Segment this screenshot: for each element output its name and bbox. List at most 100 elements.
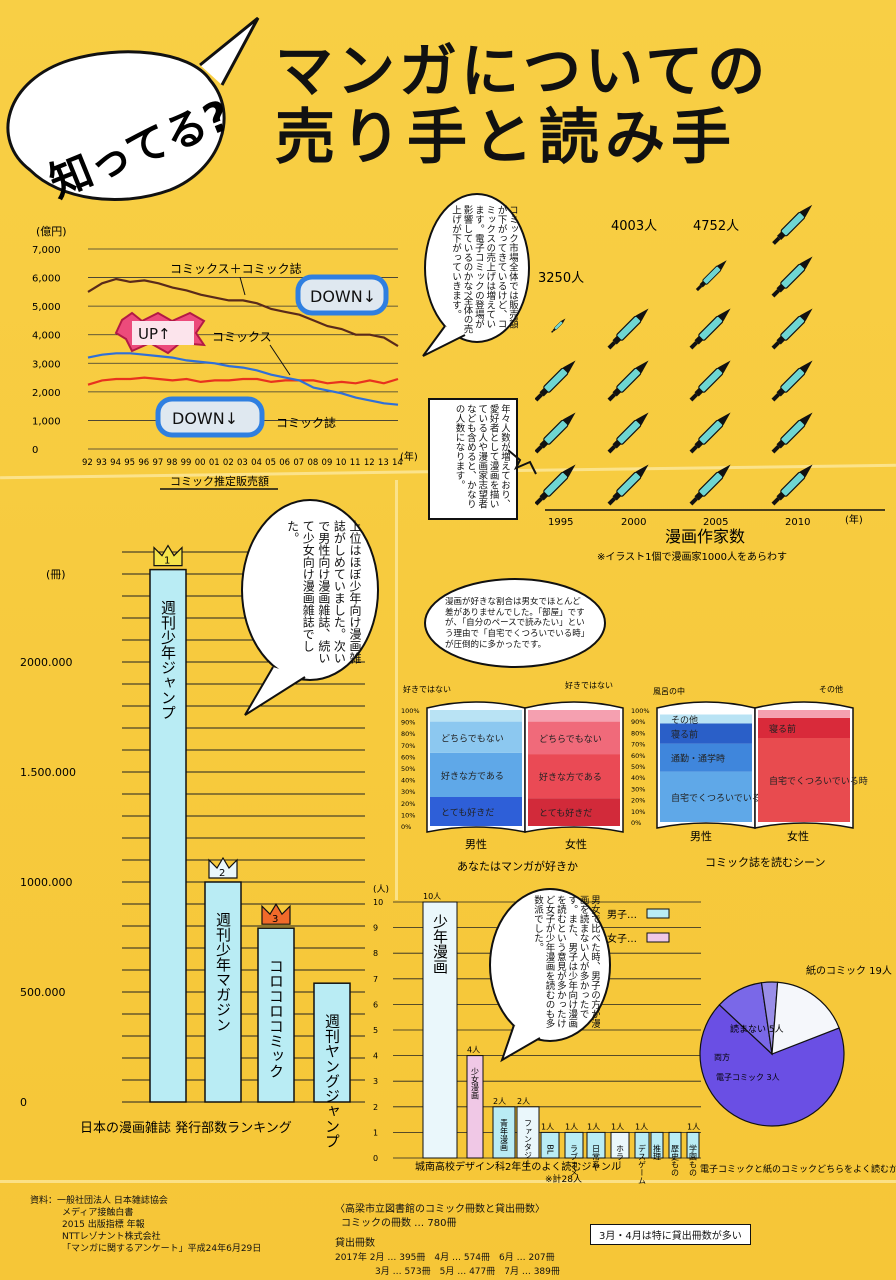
genre-count: 4人 [467, 1046, 480, 1055]
genre-label: 少女漫画 [471, 1068, 480, 1101]
genre-count: 10人 [423, 892, 441, 901]
genre-label: ファンタジー [524, 1119, 533, 1167]
pen-icon [689, 360, 731, 402]
x-tick-label: 02 [223, 458, 234, 468]
market-year-unit: (年) [400, 450, 418, 463]
pie-slice [699, 1004, 845, 1127]
rank-crown-icon [208, 856, 238, 879]
genre-label: 推理 [653, 1143, 662, 1160]
like-girl-label: 女性 [565, 837, 587, 851]
stack-segment [758, 738, 850, 822]
creators-note-box [428, 398, 518, 520]
y-tick-label: 7,000 [32, 245, 61, 256]
x-tick-label: 93 [96, 458, 107, 468]
scene-caption: コミック誌を読むシーン [705, 855, 825, 869]
pen-icon [535, 360, 576, 402]
genre-label: 日常系 [592, 1144, 601, 1168]
genre-label: 学園もの [689, 1143, 698, 1176]
percent-tick: 0% [631, 819, 641, 827]
pen-icon [607, 412, 649, 454]
like-note: 漫画が好きな割合は男女でほとんど差がありませんでした。「部屋」ですが、「自分のペ… [445, 597, 585, 650]
y-tick-label: 0 [20, 1096, 27, 1109]
genre-bar [634, 1131, 650, 1159]
magazine-label: 週刊少年マガジン [214, 912, 232, 1032]
up-badge: UP↑ [138, 325, 171, 343]
creators-title: 漫画作家数 [665, 527, 745, 546]
scene-girl-label: 女性 [787, 829, 809, 843]
x-tick-label: 97 [152, 458, 163, 468]
creator-count-label: 4003人 [611, 219, 657, 234]
creators-chart: 3250人 1995 4003人 2000 4752人 2005 5976人 2010 (年)… [535, 180, 885, 563]
genre-label: ラブコメ [570, 1144, 579, 1176]
segment-label: 好きな方である [441, 770, 504, 782]
genre-bar [422, 901, 458, 1159]
down-badge-1: DOWN↓ [310, 287, 376, 306]
library-loans-row2: 3月 … 573冊 5月 … 477冊 7月 … 389冊 [375, 1267, 560, 1277]
genre-label: デスゲーム [638, 1143, 647, 1184]
x-tick-label: 98 [167, 458, 178, 468]
pie-label: 紙のコミック 19人 [806, 964, 892, 977]
like-boy-label: 男性 [465, 837, 487, 851]
y-tick-label: 0 [373, 1154, 378, 1163]
y-tick-label: 0 [32, 445, 38, 456]
stack-segment [660, 723, 752, 744]
y-tick-label: 5 [373, 1026, 378, 1035]
y-tick-label: 1.500.000 [20, 766, 76, 779]
sources: 資料：一般社団法人 日本雑誌協会 メディア接触白書 2015 出版指標 年報 N… [30, 1195, 310, 1255]
y-tick-label: 2,000 [32, 388, 61, 399]
pen-icon [689, 308, 731, 350]
percent-tick: 50% [401, 765, 415, 773]
genre-count: 1人 [611, 1122, 624, 1131]
magazine-bar [313, 982, 351, 1103]
magazine-chart: (冊) 2000.000 1.500.000 1000.000 500.000 0 週刊… [20, 544, 365, 1148]
genre-count: 1人 [587, 1122, 600, 1131]
percent-tick: 0% [401, 823, 411, 831]
series-line-1 [87, 277, 399, 348]
magazine-label: 週刊ヤングジャンプ [323, 1013, 341, 1148]
magazine-bar [257, 927, 295, 1103]
segment-label: とても好きだ [539, 807, 592, 819]
creator-count-label: 3250人 [538, 271, 584, 286]
market-chart: (億円) (年) 7,000 6,000 5,000 4,000 3,000 2,000 1… [32, 225, 418, 490]
x-tick-label: 06 [279, 458, 290, 468]
percent-tick: 80% [631, 729, 645, 737]
genre-label: 少年漫画 [431, 914, 449, 974]
percent-tick: 40% [401, 777, 415, 785]
magazine-bar [149, 568, 187, 1103]
percent-tick: 70% [401, 742, 415, 750]
school-unit: (人) [373, 884, 389, 895]
series-line-2 [87, 376, 399, 386]
school-note-bubble [489, 888, 611, 1063]
creator-count-label: 5976人 [775, 180, 821, 182]
segment-label: 通勤・通学時 [671, 753, 725, 765]
pen-icon [771, 412, 813, 454]
pen-icon [689, 464, 731, 506]
x-tick-label: 13 [378, 458, 389, 468]
x-tick-label: 96 [138, 458, 149, 468]
library-loans-label: 貸出冊数 [335, 1238, 375, 1249]
genre-label: 青年漫画 [500, 1118, 509, 1152]
genre-bar [650, 1131, 664, 1159]
genre-label: ホラー [616, 1144, 625, 1168]
genre-bar [466, 1055, 484, 1159]
y-tick-label: 6,000 [32, 274, 61, 285]
stack-segment [430, 721, 522, 753]
source-line: 資料：一般社団法人 日本雑誌協会 [30, 1196, 168, 1206]
creator-year-label: 2000 [621, 517, 646, 528]
y-tick-label: 3,000 [32, 359, 61, 370]
like-corner-left: 好きではない [403, 684, 451, 694]
segment-label: 自宅でくつろいでいる時 [769, 775, 868, 787]
pen-icon [771, 360, 813, 402]
genre-count: 1人 [687, 1122, 700, 1131]
genre-count: 1人 [565, 1122, 578, 1131]
segment-label: とても好きだ [441, 807, 494, 819]
y-tick-label: 500.000 [20, 986, 66, 999]
y-tick-label: 5,000 [32, 302, 61, 313]
stack-segment [660, 714, 752, 724]
library-count: コミックの冊数 … 780冊 [341, 1218, 457, 1229]
genre-count: 1人 [635, 1122, 648, 1131]
genre-label: BL [546, 1144, 555, 1154]
x-tick-label: 95 [124, 458, 135, 468]
x-tick-label: 11 [350, 458, 361, 468]
stack-segment [430, 797, 522, 826]
